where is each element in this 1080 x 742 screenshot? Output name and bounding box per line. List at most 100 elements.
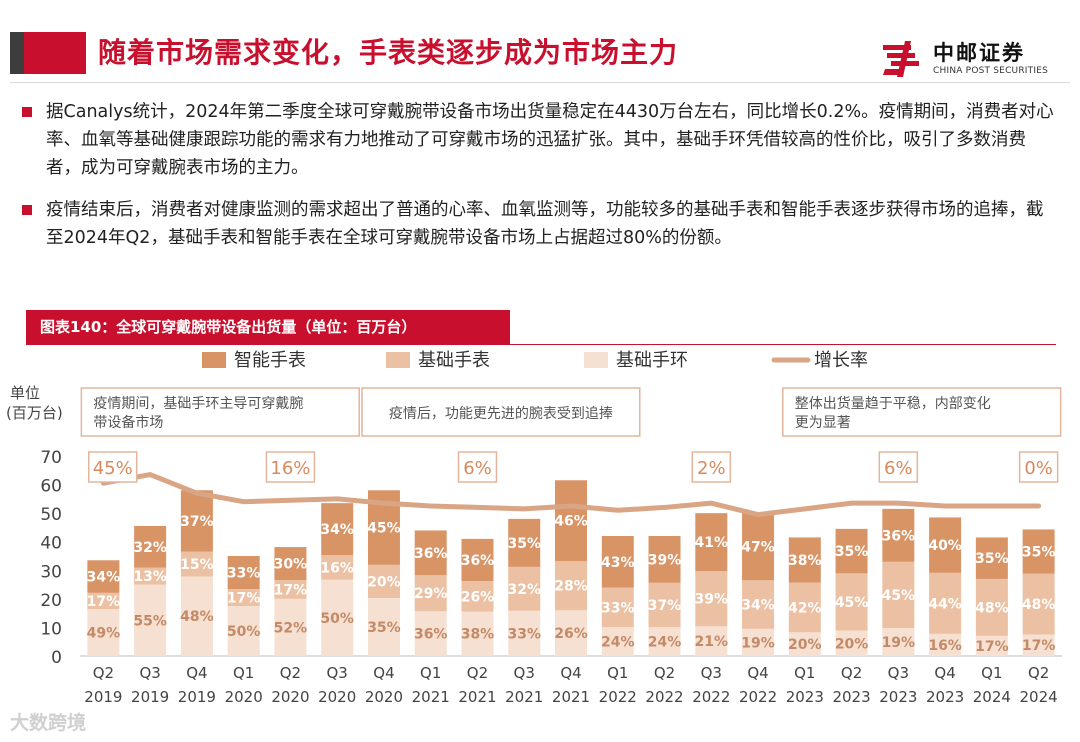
y-tick-label: 30 (40, 562, 62, 582)
bar-data-label: 26% (554, 626, 588, 642)
x-tick-label: 2022 (739, 688, 777, 706)
legend-label: 增长率 (814, 350, 868, 371)
x-tick-label: 2019 (178, 688, 216, 706)
bar-data-label: 26% (461, 589, 495, 605)
x-tick-label: 2020 (225, 688, 263, 706)
bar-data-label: 35% (835, 544, 869, 560)
annotation-text: 整体出货量趋于平稳，内部变化 (795, 395, 991, 412)
bar-data-label: 55% (133, 613, 167, 629)
y-tick-label: 0 (51, 648, 62, 668)
x-tick-label: Q1 (233, 664, 254, 682)
bar-data-label: 35% (367, 620, 401, 636)
x-tick-label: Q3 (701, 664, 722, 682)
x-tick-label: 2022 (645, 688, 683, 706)
x-tick-label: Q4 (934, 664, 955, 682)
bar-data-label: 37% (180, 514, 214, 530)
y-axis-title: (百万台) (6, 404, 63, 422)
bar-data-label: 50% (320, 611, 354, 627)
x-tick-label: Q4 (747, 664, 768, 682)
growth-rate-label: 16% (270, 458, 310, 479)
bar-data-label: 42% (788, 600, 822, 616)
title-accent-dark (10, 32, 24, 74)
x-tick-label: 2022 (599, 688, 637, 706)
bar-data-label: 15% (180, 557, 214, 573)
bar-data-label: 20% (835, 636, 869, 652)
x-tick-label: Q1 (607, 664, 628, 682)
x-tick-label: 2021 (458, 688, 496, 706)
bar-data-label: 37% (648, 598, 682, 614)
bar-data-label: 36% (414, 546, 448, 562)
growth-rate-label: 6% (463, 458, 492, 479)
y-tick-label: 60 (40, 477, 62, 497)
bar-data-label: 19% (741, 635, 775, 651)
legend-label: 智能手表 (234, 350, 306, 371)
bar-data-label: 34% (320, 522, 354, 538)
x-tick-label: Q3 (888, 664, 909, 682)
x-tick-label: Q4 (186, 664, 207, 682)
bar-data-label: 38% (788, 553, 822, 569)
x-tick-label: Q2 (280, 664, 301, 682)
bar-data-label: 17% (1022, 638, 1056, 654)
bar-data-label: 20% (788, 637, 822, 653)
y-tick-label: 20 (40, 591, 62, 611)
legend-label: 基础手环 (616, 350, 688, 371)
watermark: 大数跨境 (10, 708, 86, 735)
y-tick-label: 50 (40, 505, 62, 525)
bar-data-label: 32% (133, 540, 167, 556)
bar-data-label: 39% (648, 552, 682, 568)
bullet-text: 疫情结束后，消费者对健康监测的需求超出了普通的心率、血氧监测等，功能较多的基础手… (46, 200, 1044, 248)
bar-data-label: 24% (648, 635, 682, 651)
logo-english-name: CHINA POST SECURITIES (933, 65, 1048, 77)
bar-data-label: 33% (227, 566, 261, 582)
bar-data-label: 45% (367, 521, 401, 537)
x-tick-label: 2020 (271, 688, 309, 706)
company-logo: 中邮证券 CHINA POST SECURITIES (881, 36, 1048, 82)
logo-chinese-name: 中邮证券 (933, 41, 1048, 65)
x-tick-label: Q1 (794, 664, 815, 682)
annotation-text: 疫情后，功能更先进的腕表受到追捧 (389, 405, 613, 422)
bar-data-label: 34% (87, 570, 121, 586)
bar-data-label: 35% (975, 551, 1009, 567)
x-tick-label: Q1 (420, 664, 441, 682)
annotation-text: 更为显著 (795, 415, 851, 431)
bar-data-label: 39% (695, 592, 729, 608)
bar-data-label: 33% (507, 626, 541, 642)
x-tick-label: 2024 (973, 688, 1011, 706)
growth-rate-label: 2% (697, 458, 726, 479)
bar-data-label: 36% (414, 627, 448, 643)
x-tick-label: 2022 (692, 688, 730, 706)
china-post-logo-icon (881, 37, 925, 81)
x-tick-label: 2021 (552, 688, 590, 706)
bar-data-label: 49% (87, 626, 121, 642)
bar-data-label: 24% (601, 635, 635, 651)
growth-rate-label: 6% (884, 458, 913, 479)
bar-data-label: 17% (87, 594, 121, 610)
bar-data-label: 13% (133, 569, 167, 585)
x-tick-label: 2024 (1020, 688, 1058, 706)
growth-rate-label: 0% (1024, 458, 1053, 479)
bar-data-label: 41% (695, 535, 729, 551)
bar-data-label: 29% (414, 586, 448, 602)
x-tick-label: Q1 (981, 664, 1002, 682)
bar-data-label: 45% (882, 588, 916, 604)
x-tick-label: Q2 (841, 664, 862, 682)
bar-data-label: 36% (461, 553, 495, 569)
bullet-item: 疫情结束后，消费者对健康监测的需求超出了普通的心率、血氧监测等，功能较多的基础手… (20, 196, 1060, 252)
x-tick-label: Q2 (654, 664, 675, 682)
x-tick-label: Q3 (139, 664, 160, 682)
bar-data-label: 48% (180, 609, 214, 625)
bar-data-label: 44% (928, 596, 962, 612)
legend-swatch (584, 352, 608, 368)
bar-data-label: 52% (274, 620, 308, 636)
bar-data-label: 40% (928, 538, 962, 554)
bar-data-label: 32% (507, 582, 541, 598)
bar-data-label: 17% (227, 591, 261, 607)
bar-data-label: 48% (975, 600, 1009, 616)
x-tick-label: 2023 (786, 688, 824, 706)
bar-data-label: 35% (1022, 545, 1056, 561)
bar-data-label: 48% (1022, 597, 1056, 613)
summary-bullets: 据Canalys统计，2024年第二季度全球可穿戴腕带设备市场出货量稳定在443… (20, 98, 1060, 266)
x-tick-label: 2019 (131, 688, 169, 706)
chart-caption: 图表140：全球可穿戴腕带设备出货量（单位：百万台） (26, 310, 510, 344)
